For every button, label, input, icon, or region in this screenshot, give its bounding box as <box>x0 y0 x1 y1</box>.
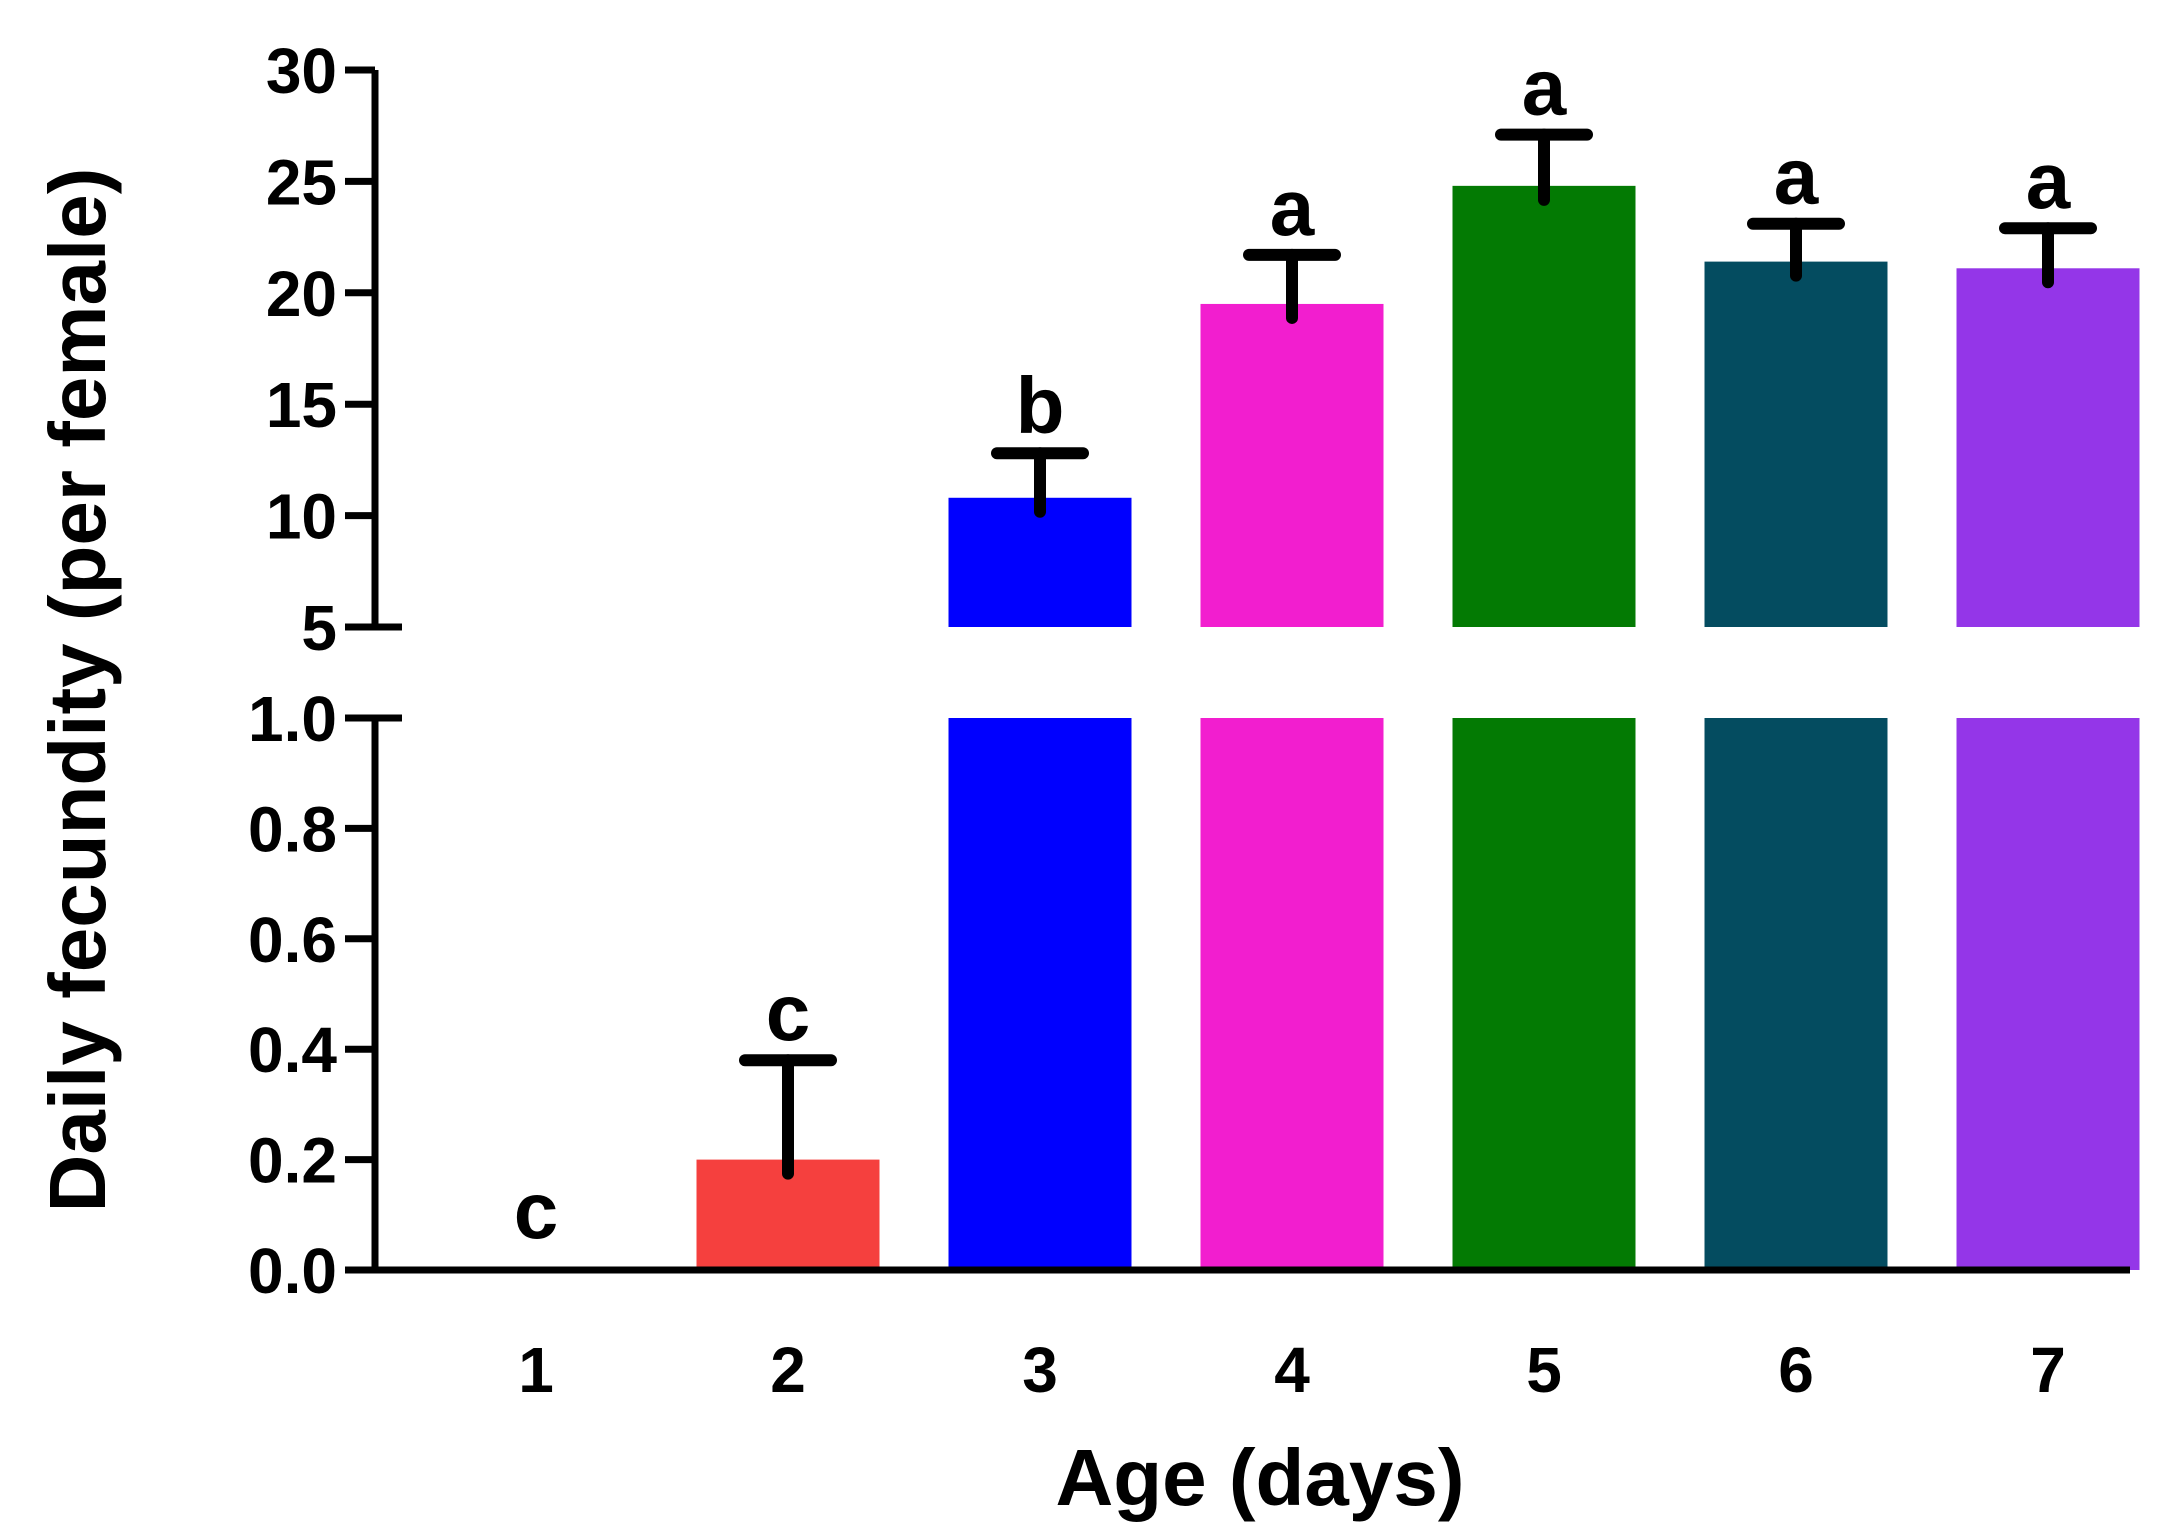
x-tick-label: 6 <box>1778 1334 1814 1406</box>
x-tick-label: 7 <box>2030 1334 2066 1406</box>
x-tick-label: 4 <box>1274 1334 1310 1406</box>
significance-label: b <box>1016 361 1065 450</box>
bar-4-upper <box>1200 303 1384 627</box>
bar-6-lower <box>1704 718 1888 1270</box>
significance-label: a <box>1270 163 1315 252</box>
bar-7-upper <box>1956 268 2140 627</box>
y-tick-label: 0.0 <box>248 1235 337 1307</box>
y-tick-label: 10 <box>266 481 337 553</box>
y-tick-label: 0.2 <box>248 1125 337 1197</box>
y-tick-label: 0.4 <box>248 1014 337 1086</box>
x-axis-title: Age (days) <box>1056 1433 1465 1522</box>
bar-4-lower <box>1200 718 1384 1270</box>
x-tick-label: 1 <box>518 1334 554 1406</box>
y-tick-label: 5 <box>301 592 337 664</box>
labels-layer: c 1 c 2 b 3 a 4 a 5 a 6 a 7 0.0 0.2 0.4 0.6 0.8 1.0 5 10 15 20 2… <box>248 35 2071 1406</box>
x-tick-label: 3 <box>1022 1334 1058 1406</box>
significance-label: c <box>514 1166 559 1255</box>
y-tick-label: 30 <box>266 35 337 107</box>
bar-6-upper <box>1704 261 1888 627</box>
significance-label: c <box>766 968 811 1057</box>
bar-7-lower <box>1956 718 2140 1270</box>
bar-3-upper <box>948 497 1132 627</box>
significance-label: a <box>1522 43 1567 132</box>
significance-label: a <box>2026 136 2071 225</box>
y-tick-label: 20 <box>266 258 337 330</box>
error-bars-layer <box>739 128 2097 1180</box>
y-tick-label: 0.8 <box>248 793 337 865</box>
y-axis-title: Daily fecundity (per female) <box>33 168 122 1213</box>
y-tick-label: 25 <box>266 146 337 218</box>
y-tick-label: 1.0 <box>248 683 337 755</box>
axes-layer <box>345 66 2130 1274</box>
y-tick-label: 0.6 <box>248 904 337 976</box>
bar-3-lower <box>948 718 1132 1270</box>
x-tick-label: 2 <box>770 1334 806 1406</box>
bar-5-upper <box>1452 185 1636 627</box>
significance-label: a <box>1774 132 1819 221</box>
bar-5-lower <box>1452 718 1636 1270</box>
x-tick-label: 5 <box>1526 1334 1562 1406</box>
y-tick-label: 15 <box>266 369 337 441</box>
bars-layer <box>696 185 2140 1270</box>
